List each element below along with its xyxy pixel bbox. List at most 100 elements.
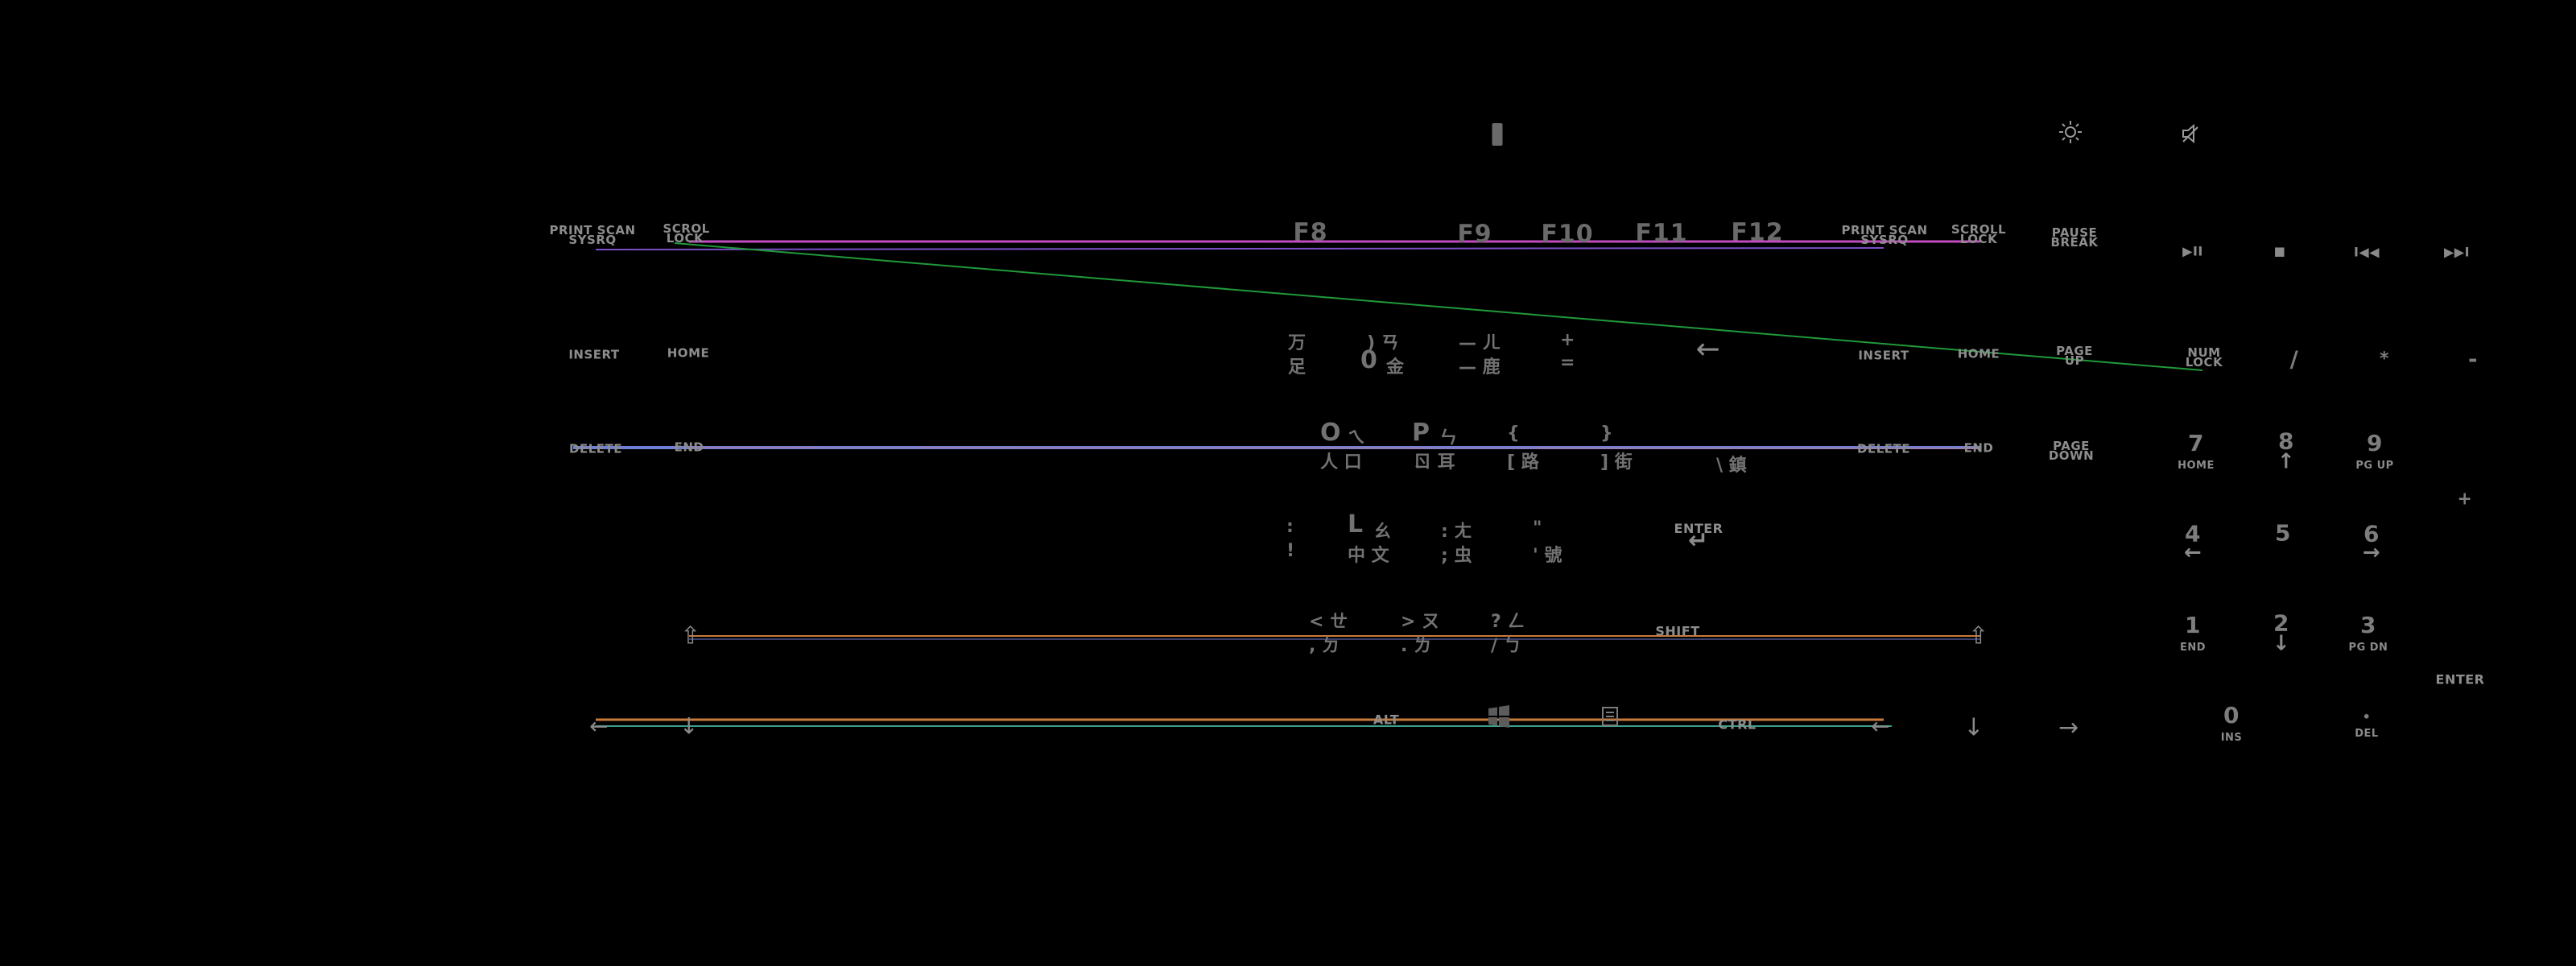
left-arrow-key-icon[interactable]: ← (589, 712, 609, 740)
key-delete[interactable]: DELETE (569, 441, 622, 456)
key-question-bottom-legend: / ㄅ (1491, 636, 1521, 656)
down-arrow-icon: ↓ (2272, 631, 2291, 656)
key-num-lock[interactable]: NUM LOCK (2182, 347, 2227, 369)
numpad-1[interactable]: 1 END (2180, 612, 2206, 654)
numpad-6-label: 6 (2363, 520, 2380, 547)
key-quote-bottom-legend: ' 號 (1533, 546, 1563, 566)
numpad-plus[interactable]: + (2457, 489, 2473, 510)
key-colon-top-legend: : (1286, 517, 1294, 537)
key-p-bottom-legend: ㄖ 耳 (1414, 452, 1455, 473)
key-o-main-legend: O (1320, 419, 1341, 447)
key-pause-break[interactable]: PAUSE BREAK (2050, 227, 2099, 249)
key-o-bottom-legend: 人 口 (1320, 452, 1362, 473)
key-f8[interactable]: F8 (1293, 218, 1328, 247)
numpad-7-sub: HOME (2178, 460, 2215, 472)
next-track-icon[interactable]: ▶▶I (2443, 244, 2471, 260)
indicator-bar (1492, 123, 1503, 146)
numpad-4[interactable]: 4 ← (2184, 521, 2202, 565)
numpad-0[interactable]: 0 INS (2221, 702, 2243, 744)
backspace-arrow-icon[interactable]: ← (1695, 332, 1721, 366)
key-f12[interactable]: F12 (1731, 218, 1784, 247)
left-arrow-key-icon-2[interactable]: ← (1871, 712, 1890, 740)
key-gt-top-legend: > ㄡ (1401, 612, 1440, 632)
key-semicolon-top-legend: : ㄤ (1441, 522, 1472, 542)
key-print-scan[interactable]: PRINT SCAN SYSRQ (549, 223, 636, 247)
numpad-3[interactable]: 3 PG DN (2349, 612, 2388, 654)
down-arrow-key-icon-2[interactable]: ↓ (1963, 713, 1984, 742)
menu-key-icon[interactable] (1601, 706, 1619, 730)
key-f11[interactable]: F11 (1635, 219, 1688, 248)
numpad-dot[interactable]: • DEL (2355, 709, 2378, 740)
stop-icon[interactable]: ■ (2273, 244, 2286, 258)
key-quote-top-legend: " (1533, 518, 1542, 539)
key-minus-bottom-legend: — 鹿 (1459, 357, 1501, 378)
key-enter[interactable]: ENTER ↵ (1674, 521, 1724, 555)
right-arrow-key-icon[interactable]: → (2058, 713, 2079, 742)
key-insert[interactable]: INSERT (568, 347, 620, 362)
numpad-5[interactable]: 5 (2275, 519, 2291, 547)
key-sysrq-label: SYSRQ (568, 233, 617, 247)
key-o-top-legend: ㄟ (1348, 428, 1366, 448)
numpad-7[interactable]: 7 HOME (2178, 430, 2215, 472)
left-arrow-icon: ← (2183, 540, 2202, 565)
key-print-scan-label: PRINT SCAN (549, 223, 636, 237)
trace-line-green (674, 242, 2203, 371)
numpad-star[interactable]: * (2379, 349, 2390, 369)
return-arrow-icon: ↵ (1688, 526, 1709, 555)
key-delete-2[interactable]: DELETE (1857, 441, 1910, 456)
key-page-down-label: PAGE DOWN (2048, 439, 2095, 463)
speaker-mute-icon (2180, 122, 2202, 148)
numpad-enter[interactable]: ENTER (2435, 671, 2485, 687)
numpad-slash[interactable]: / (2289, 345, 2299, 373)
numpad-0-label: 0 (2223, 702, 2240, 729)
key-page-down[interactable]: PAGE DOWN (2047, 439, 2095, 463)
key-0-bottom-legend: 金 (1386, 357, 1405, 378)
key-0-main-legend: 0 (1360, 346, 1377, 374)
key-home[interactable]: HOME (667, 345, 710, 361)
key-9-top-legend: 万 (1288, 333, 1307, 353)
key-insert-2[interactable]: INSERT (1858, 348, 1909, 363)
play-pause-icon[interactable]: ▶II (2182, 243, 2203, 259)
numpad-9[interactable]: 9 PG UP (2355, 430, 2393, 472)
key-page-up[interactable]: PAGE UP (2053, 345, 2097, 367)
numpad-0-sub: INS (2220, 732, 2243, 744)
key-right-shift[interactable]: SHIFT (1655, 623, 1700, 639)
right-shift-arrow-icon[interactable]: ⇧ (1968, 621, 1989, 650)
key-home-2[interactable]: HOME (1957, 346, 2000, 361)
windows-icon[interactable] (1487, 704, 1511, 732)
numpad-3-sub: PG DN (2348, 642, 2388, 654)
key-scrol-lock[interactable]: SCROL LOCK (663, 221, 710, 246)
numpad-2[interactable]: 2 ↓ (2273, 610, 2290, 656)
key-end[interactable]: END (674, 440, 704, 455)
key-scrol-lock-label: SCROL LOCK (663, 221, 710, 246)
previous-track-icon[interactable]: I◀◀ (2353, 244, 2380, 260)
key-alt[interactable]: ALT (1373, 712, 1400, 728)
numpad-7-label: 7 (2188, 430, 2204, 456)
sun-icon (2058, 120, 2083, 147)
key-sysrq-2-label: SYSRQ (1860, 233, 1909, 247)
down-arrow-key-icon[interactable]: ↓ (679, 712, 699, 740)
key-p-main-legend: P (1412, 419, 1430, 447)
key-minus-top-legend: — ㄦ (1459, 333, 1501, 353)
key-print-scan-2[interactable]: PRINT SCAN SYSRQ (1841, 225, 1927, 247)
key-f9[interactable]: F9 (1457, 220, 1492, 249)
key-f10[interactable]: F10 (1541, 220, 1594, 249)
key-equal-bottom-legend: = (1560, 353, 1575, 373)
numpad-9-label: 9 (2367, 430, 2383, 456)
numpad-minus[interactable]: - (2467, 345, 2479, 373)
key-scroll-lock[interactable]: SCROLL LOCK (1951, 224, 2007, 246)
numpad-dot-sub: DEL (2355, 728, 2379, 740)
numpad-4-label: 4 (2185, 520, 2201, 547)
left-shift-arrow-icon[interactable]: ⇧ (680, 621, 701, 650)
numpad-8[interactable]: 8 ↑ (2277, 428, 2295, 474)
key-enter-label: ENTER (1674, 521, 1724, 536)
key-rbracket-bottom-legend: ] 街 (1600, 452, 1633, 473)
key-right-ctrl[interactable]: CTRL (1718, 716, 1757, 733)
key-9-bottom-legend: 足 (1288, 357, 1307, 378)
numpad-6[interactable]: 6 → (2363, 521, 2380, 565)
key-l-bottom-legend: 中 文 (1348, 546, 1389, 566)
key-gt-bottom-legend: . ㄌ (1401, 636, 1432, 656)
key-end-2[interactable]: END (1963, 440, 1994, 456)
